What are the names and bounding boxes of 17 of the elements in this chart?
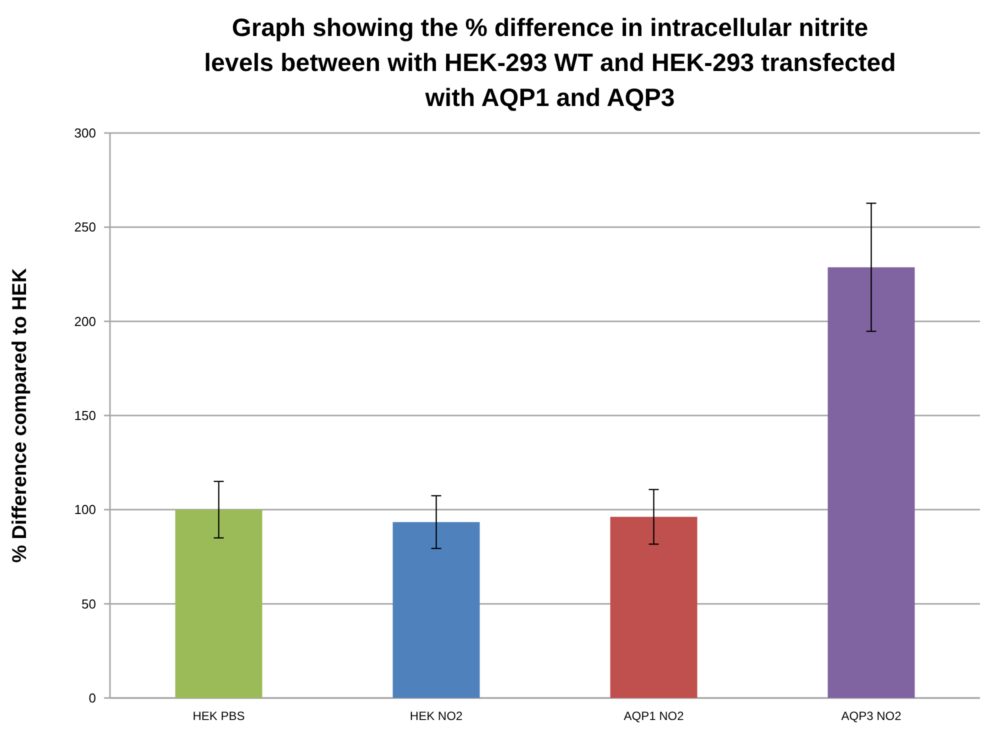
- bar: [392, 522, 480, 698]
- y-tick-label: 0: [88, 690, 96, 706]
- y-tick-label: 250: [74, 220, 96, 235]
- y-tick-label: 200: [74, 314, 96, 329]
- y-tick-label: 50: [82, 596, 96, 612]
- x-tick-label: AQP3 NO2: [841, 709, 902, 723]
- y-axis-title: % Difference compared to HEK: [9, 268, 31, 563]
- x-tick-label: HEK PBS: [192, 709, 245, 723]
- bar: [828, 267, 915, 698]
- bar: [175, 510, 262, 698]
- x-tick-label: HEK NO2: [410, 709, 463, 723]
- y-tick-label: 300: [74, 126, 96, 141]
- y-tick-label: 100: [74, 502, 96, 518]
- bar: [610, 516, 698, 698]
- y-tick-label: 150: [74, 408, 96, 424]
- chart-title: Graph showing the % difference in intracellular nitrite levels between with HEK-293 WT and HEK-293 transfected with AQP1 and AQP3: [204, 14, 896, 112]
- x-tick-label: AQP1 NO2: [624, 709, 684, 723]
